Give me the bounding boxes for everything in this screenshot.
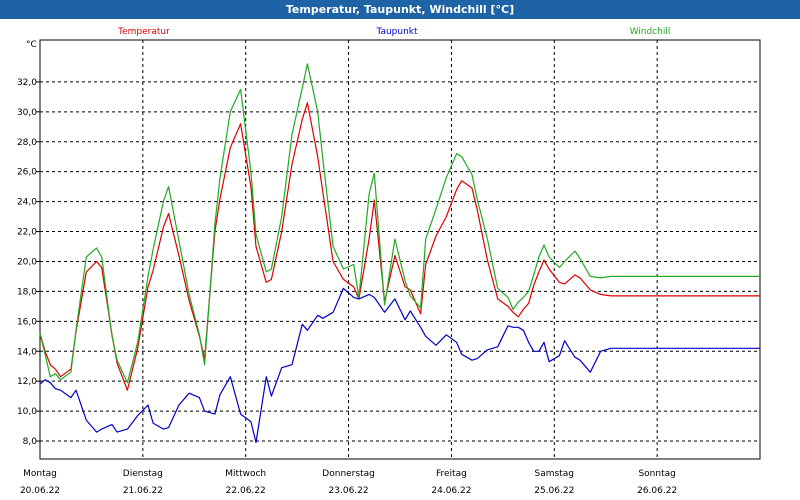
legend-windchill: Windchill <box>630 27 671 37</box>
y-tick-label: 18,0 <box>17 287 37 297</box>
legend-taupunkt: Taupunkt <box>375 27 418 37</box>
x-tick-date: 24.06.22 <box>431 486 471 496</box>
x-tick-date: 22.06.22 <box>226 486 266 496</box>
legend-temperatur: Temperatur <box>117 27 170 37</box>
x-tick-day: Mittwoch <box>225 469 266 479</box>
chart-title: Temperatur, Taupunkt, Windchill [°C] <box>0 0 800 19</box>
series-line-windchill <box>39 63 760 384</box>
y-tick-label: 24,0 <box>17 198 37 208</box>
x-tick-date: 26.06.22 <box>637 486 677 496</box>
y-axis-label: °C <box>26 40 37 50</box>
x-tick-date: 21.06.22 <box>123 486 163 496</box>
y-tick-label: 30,0 <box>17 108 37 118</box>
y-tick-label: 26,0 <box>17 168 37 178</box>
y-tick-label: 32,0 <box>17 78 37 88</box>
legend: Temperatur Taupunkt Windchill <box>117 27 670 37</box>
y-tick-label: 28,0 <box>17 138 37 148</box>
grid-lines <box>40 40 760 459</box>
x-tick-day: Samstag <box>535 469 574 479</box>
x-tick-day: Dienstag <box>123 469 163 479</box>
x-tick-day: Donnerstag <box>322 469 375 479</box>
y-tick-label: 14,0 <box>17 347 37 357</box>
y-tick-label: 10,0 <box>17 407 37 417</box>
series-line-taupunkt <box>39 287 760 444</box>
x-axis: Montag 20.06.22 Dienstag 21.06.22 Mittwoch 22… <box>20 469 677 496</box>
chart-svg: 8,0 10,0 12,0 14,0 16,0 18,0 20,0 22,0 24,0 26,0 2… <box>17 27 761 496</box>
y-tick-label: 16,0 <box>17 317 37 327</box>
y-tick-label: 20,0 <box>17 257 37 267</box>
x-tick-day: Sonntag <box>638 469 675 479</box>
x-tick-day: Freitag <box>436 469 467 479</box>
y-tick-label: 8,0 <box>23 437 38 447</box>
y-tick-label: 12,0 <box>17 377 37 387</box>
y-axis: 8,0 10,0 12,0 14,0 16,0 18,0 20,0 22,0 24,0 26,0 2… <box>17 78 40 447</box>
x-tick-date: 23.06.22 <box>329 486 369 496</box>
plot-border <box>39 39 761 460</box>
x-tick-day: Montag <box>23 469 57 479</box>
x-tick-date: 20.06.22 <box>20 486 60 496</box>
x-tick-date: 25.06.22 <box>534 486 574 496</box>
series-lines <box>39 63 760 444</box>
y-tick-label: 22,0 <box>17 228 37 238</box>
